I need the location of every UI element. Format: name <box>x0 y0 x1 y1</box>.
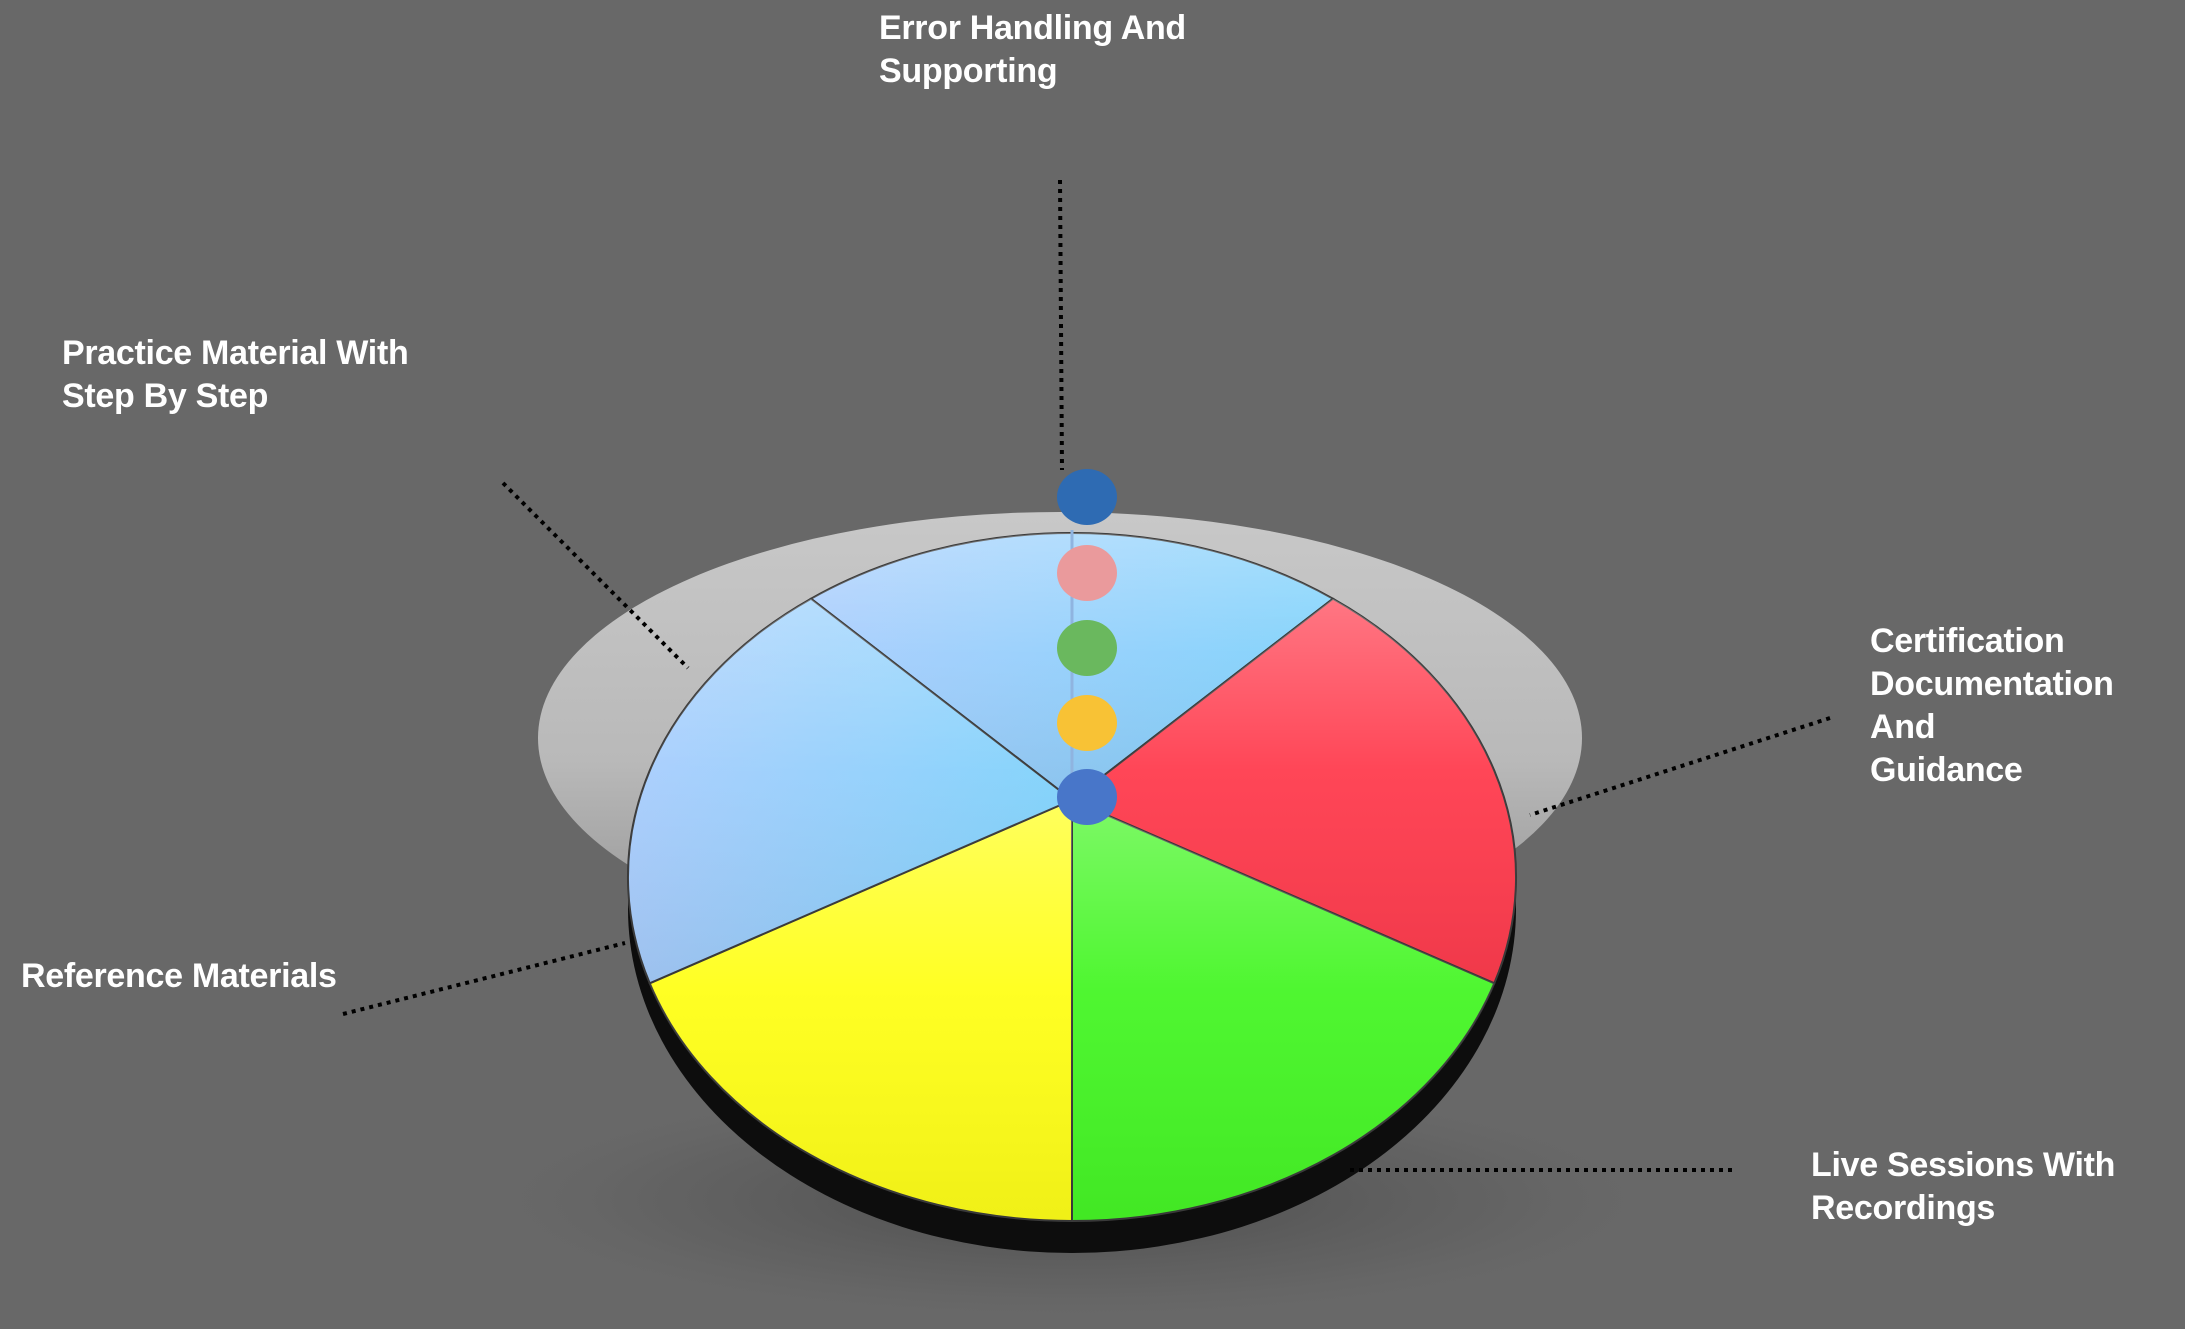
marker-dot-4 <box>1057 769 1117 825</box>
marker-dot-3 <box>1057 695 1117 751</box>
pie-slice-gloss-4 <box>627 598 1072 984</box>
marker-dot-1 <box>1057 545 1117 601</box>
pie-slice-gloss-2 <box>1072 800 1495 1221</box>
leader-line-0 <box>1058 179 1064 471</box>
label-practice-material: Practice Material With Step By Step <box>62 334 409 415</box>
label-live-sessions: Live Sessions With Recordings <box>1811 1146 2116 1227</box>
pie-slice-gloss-3 <box>649 800 1072 1221</box>
pie-slice-gloss-1 <box>1072 598 1517 984</box>
label-certification: Certification Documentation And Guidance <box>1870 622 2114 789</box>
label-reference-materials: Reference Materials <box>21 957 337 995</box>
leader-line-4 <box>501 481 690 670</box>
leader-line-1 <box>1529 716 1831 817</box>
marker-dot-2 <box>1057 620 1117 676</box>
leader-line-3 <box>342 941 626 1016</box>
label-error-handling: Error Handling And Supporting <box>879 9 1186 90</box>
marker-dot-0 <box>1057 469 1117 525</box>
